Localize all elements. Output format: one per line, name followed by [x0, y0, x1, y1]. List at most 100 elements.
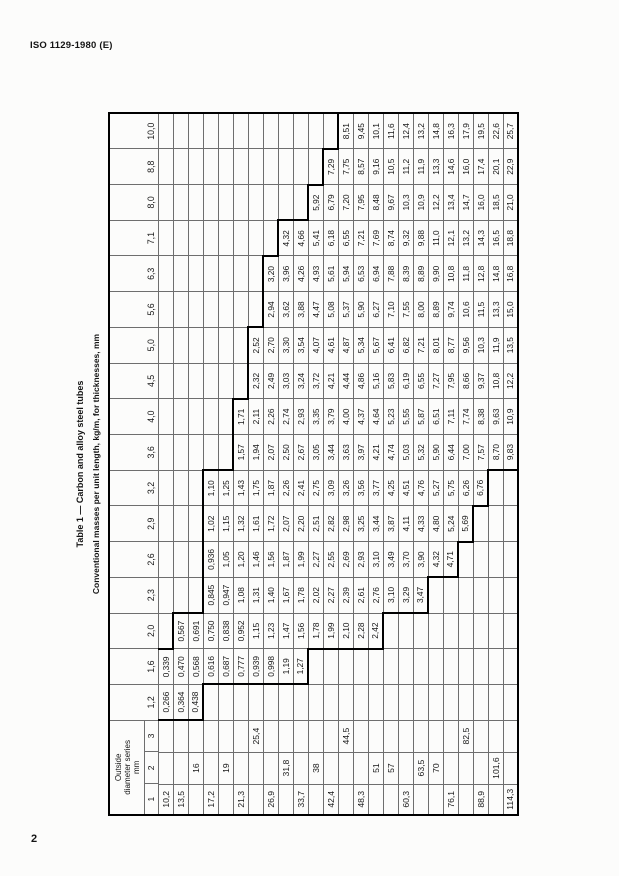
mass-value-cell: [428, 684, 443, 721]
mass-value-cell: [398, 613, 413, 649]
mass-value-cell: [233, 363, 248, 399]
mass-value-cell: [203, 327, 218, 364]
mass-value-cell: 16,3: [443, 113, 458, 149]
mass-value-cell: 20,1: [488, 148, 503, 185]
mass-value-cell: 5,61: [323, 255, 338, 292]
mass-value-cell: 0,266: [158, 684, 173, 721]
thickness-header: 2,0: [109, 613, 158, 649]
mass-value-cell: 1,02: [203, 505, 218, 542]
mass-value-cell: 4,74: [383, 434, 398, 471]
diameter-cell: [263, 752, 278, 785]
thickness-header: 5,0: [109, 327, 158, 364]
mass-value-cell: 4,25: [383, 470, 398, 506]
diameter-cell: 26,9: [263, 784, 278, 815]
mass-value-cell: [488, 684, 503, 721]
mass-value-cell: 4,47: [308, 291, 323, 328]
mass-value-cell: 18,5: [488, 184, 503, 221]
mass-value-cell: 3,88: [293, 291, 308, 328]
diameter-cell: [308, 720, 323, 753]
mass-value-cell: [428, 577, 443, 614]
mass-value-cell: [188, 398, 203, 435]
mass-value-cell: [398, 648, 413, 685]
mass-value-cell: 0,838: [218, 613, 233, 649]
mass-value-cell: 4,21: [368, 434, 383, 471]
diameter-cell: [443, 752, 458, 785]
thickness-header: 3,2: [109, 470, 158, 506]
mass-value-cell: [323, 113, 338, 149]
mass-value-cell: 5,69: [458, 505, 473, 542]
thickness-header: 1,6: [109, 648, 158, 685]
diameter-cell: 33,7: [293, 784, 308, 815]
table-row: 10,2 0,266 0,339: [158, 113, 173, 815]
table-row: 88,9 6,76 7,57 8,38 9,37 10,3 11,5 12,8 14,3 16,0…: [473, 113, 488, 815]
mass-value-cell: 7,29: [323, 148, 338, 185]
mass-value-cell: 2,70: [263, 327, 278, 364]
mass-value-cell: [458, 613, 473, 649]
mass-value-cell: 21,0: [503, 184, 518, 221]
table-block: Table 1 — Carbon and alloy steel tubes C…: [75, 112, 522, 816]
mass-value-cell: [158, 398, 173, 435]
mass-value-cell: 15,0: [503, 291, 518, 328]
mass-value-cell: [203, 220, 218, 256]
mass-value-cell: 1,78: [308, 613, 323, 649]
mass-value-cell: 6,55: [413, 363, 428, 399]
table-row: 76,1 4,71 5,24 5,75 6,44 7,11 7,95 8,77 9,74 10,8…: [443, 113, 458, 815]
mass-value-cell: 2,27: [308, 541, 323, 578]
mass-value-cell: 3,35: [308, 398, 323, 435]
mass-value-cell: 2,74: [278, 398, 293, 435]
mass-value-cell: [203, 684, 218, 721]
diameter-cell: [488, 720, 503, 753]
diameter-cell: [443, 720, 458, 753]
mass-value-cell: 2,51: [308, 505, 323, 542]
mass-value-cell: [503, 684, 518, 721]
mass-value-cell: [158, 255, 173, 292]
mass-value-cell: 1,05: [218, 541, 233, 578]
diameter-cell: 44,5: [338, 720, 353, 753]
mass-value-cell: [173, 434, 188, 471]
mass-value-cell: 11,6: [383, 113, 398, 149]
mass-value-cell: [158, 434, 173, 471]
mass-value-cell: 7,95: [443, 363, 458, 399]
mass-value-cell: 13,5: [503, 327, 518, 364]
mass-value-cell: [263, 220, 278, 256]
diameter-cell: [158, 752, 173, 785]
mass-value-cell: [308, 684, 323, 721]
mass-value-cell: 11,5: [473, 291, 488, 328]
table-row: 13,5 0,364 0,470 0,567: [173, 113, 188, 815]
mass-value-cell: 3,44: [323, 434, 338, 471]
mass-value-cell: 0,936: [203, 541, 218, 578]
thickness-header: 7,1: [109, 220, 158, 256]
mass-value-cell: [188, 541, 203, 578]
mass-value-cell: [218, 363, 233, 399]
mass-value-cell: 14,3: [473, 220, 488, 256]
diameter-cell: [338, 784, 353, 815]
mass-value-cell: 1,08: [233, 577, 248, 614]
mass-value-cell: 2,49: [263, 363, 278, 399]
thickness-header: 1,2: [109, 684, 158, 721]
mass-value-cell: [278, 113, 293, 149]
diameter-cell: 76,1: [443, 784, 458, 815]
mass-value-cell: 3,49: [383, 541, 398, 578]
mass-value-cell: 6,44: [443, 434, 458, 471]
diameter-cell: [278, 784, 293, 815]
mass-value-cell: [308, 648, 323, 685]
mass-value-cell: 0,998: [263, 648, 278, 685]
diameter-cell: [233, 720, 248, 753]
mass-value-cell: [443, 684, 458, 721]
mass-value-cell: [383, 684, 398, 721]
mass-value-cell: 3,10: [383, 577, 398, 614]
mass-value-cell: 1,47: [278, 613, 293, 649]
mass-value-cell: [263, 148, 278, 185]
mass-value-cell: 16,5: [488, 220, 503, 256]
mass-value-cell: 4,00: [338, 398, 353, 435]
table-row: 82,5 5,69 6,26 7,00 7,74 8,66 9,56 10,6 11,8 13,2…: [458, 113, 473, 815]
diameter-cell: [173, 720, 188, 753]
diameter-cell: [383, 784, 398, 815]
mass-value-cell: [383, 648, 398, 685]
mass-value-cell: 0,567: [173, 613, 188, 649]
mass-value-cell: 2,28: [353, 613, 368, 649]
mass-value-cell: 1,46: [248, 541, 263, 578]
diameter-cell: 60,3: [398, 784, 413, 815]
table-subtitle: Conventional masses per unit length, kg/…: [91, 333, 101, 595]
